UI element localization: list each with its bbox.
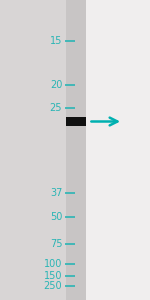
Text: 15: 15 (50, 35, 62, 46)
Text: 250: 250 (44, 280, 62, 291)
Text: 150: 150 (44, 271, 62, 281)
Text: 25: 25 (50, 103, 62, 113)
Bar (75, 0, 150, 300)
Text: 37: 37 (50, 188, 62, 198)
Bar (66, 117, 86, 126)
Text: 75: 75 (50, 238, 62, 249)
Text: 100: 100 (44, 259, 62, 269)
Bar (66, 0, 86, 300)
Text: 50: 50 (50, 212, 62, 222)
Text: 20: 20 (50, 80, 62, 90)
